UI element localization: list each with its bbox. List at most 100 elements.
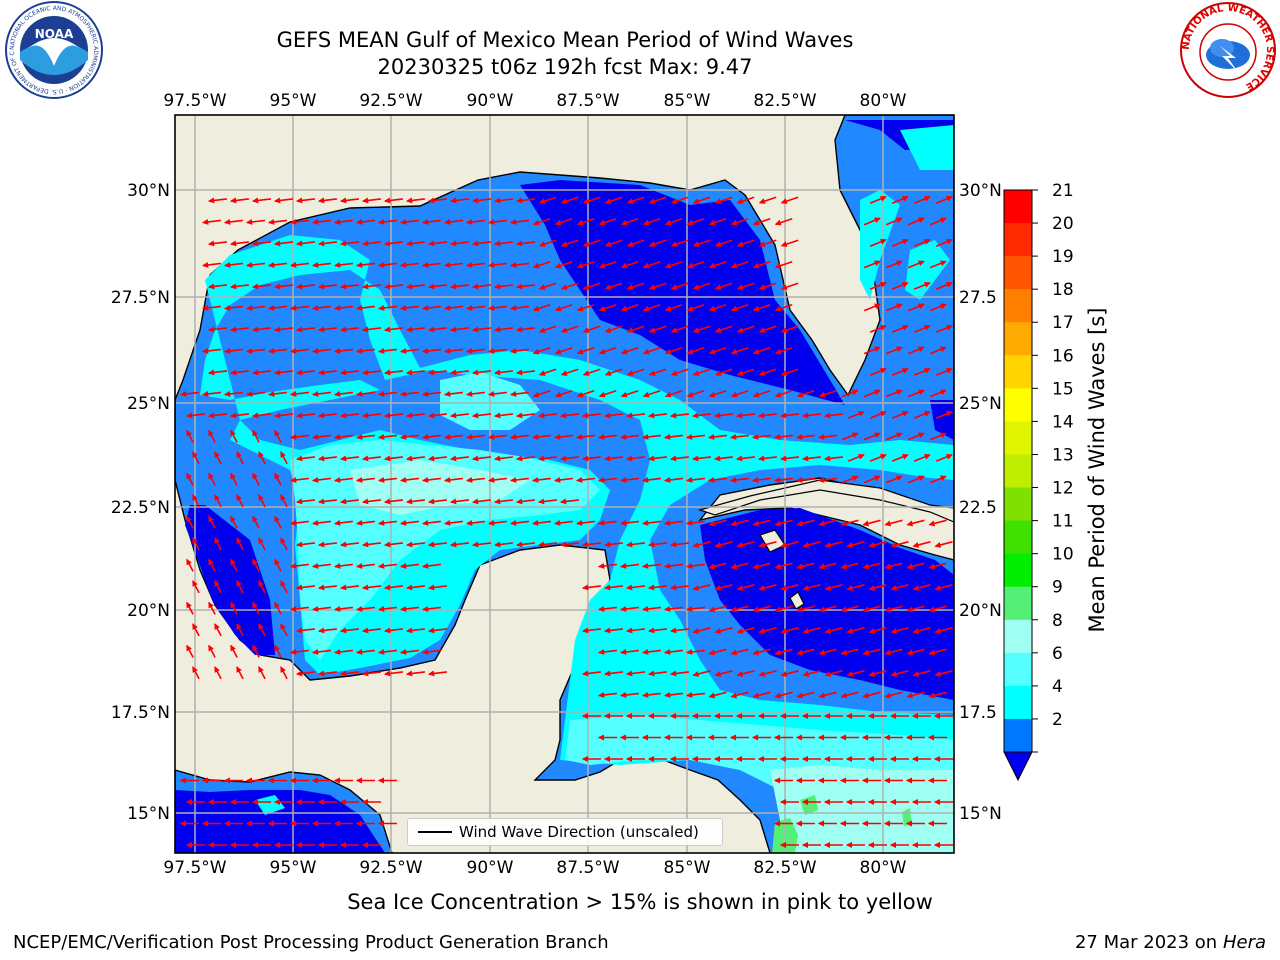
wind-arrow-head <box>928 606 936 613</box>
wind-arrow-head <box>890 670 898 677</box>
wind-arrow-head <box>258 666 264 673</box>
wind-arrow-head <box>537 455 545 462</box>
wind-arrow-head <box>625 670 633 677</box>
wind-arrow-head <box>333 434 341 440</box>
wind-arrow-head <box>619 477 627 483</box>
wind-arrow-head <box>405 455 413 462</box>
wind-arrow-head <box>465 348 473 354</box>
wind-arrow-head <box>902 324 909 331</box>
wind-arrow-head <box>289 262 297 268</box>
wind-arrow-head <box>912 541 920 548</box>
wind-arrow-head <box>576 391 584 398</box>
colorbar-tick-label: 16 <box>1052 346 1074 366</box>
wind-arrow-head <box>752 305 760 312</box>
wind-arrow-head <box>708 391 716 398</box>
left-lat-label: 27.5°N <box>111 288 170 308</box>
wind-arrow-head <box>399 477 407 483</box>
wind-arrow-head <box>267 262 275 268</box>
wind-arrow-head <box>736 327 744 333</box>
wind-arrow-head <box>641 692 649 698</box>
wind-arrow-head <box>333 649 341 655</box>
wind-arrow-head <box>208 429 214 437</box>
wind-arrow-head <box>795 777 802 784</box>
wind-arrow-head <box>443 348 451 354</box>
wind-arrow-head <box>918 303 925 310</box>
wind-arrow-head <box>707 734 714 741</box>
wind-arrow-head <box>685 477 693 483</box>
wind-arrow-head <box>884 649 892 656</box>
wind-arrow-head <box>223 219 231 225</box>
wind-arrow-head <box>928 692 936 699</box>
wind-arrow-head <box>714 284 722 290</box>
wind-arrow-head <box>405 197 413 204</box>
wind-arrow-head <box>509 262 517 268</box>
wind-arrow-head <box>273 326 281 333</box>
wind-arrow-head <box>780 670 788 677</box>
wind-arrow-head <box>940 260 947 267</box>
wind-arrow-head <box>840 692 848 699</box>
colorbar-tick-label: 14 <box>1052 412 1074 432</box>
wind-arrow-head <box>443 477 451 483</box>
wind-arrow-head <box>758 284 766 290</box>
wind-arrow-head <box>641 563 649 569</box>
wind-arrow-head <box>597 477 605 483</box>
wind-arrow-head <box>449 369 457 376</box>
wind-arrow-head <box>927 777 934 784</box>
wind-arrow-head <box>714 327 722 333</box>
wind-arrow-head <box>890 627 898 634</box>
wind-arrow-head <box>317 326 325 333</box>
wind-arrow-head <box>625 455 633 462</box>
wind-arrow-head <box>714 370 722 376</box>
wind-arrow-head <box>333 219 341 225</box>
wind-arrow-head <box>493 541 501 548</box>
wind-arrow-head <box>471 326 479 333</box>
wind-arrow-head <box>619 692 627 698</box>
wind-arrow-head <box>289 606 297 612</box>
wind-arrow-head <box>758 584 766 591</box>
wind-arrow-head <box>201 348 209 354</box>
wind-arrow-head <box>780 284 788 290</box>
wind-arrow-head <box>874 303 881 310</box>
wind-arrow-head <box>905 820 912 827</box>
wind-arrow-head <box>252 558 258 566</box>
wind-arrow-head <box>471 369 479 376</box>
wind-arrow-head <box>736 670 744 677</box>
wind-arrow-head <box>730 219 738 226</box>
wind-arrow-head <box>708 262 716 269</box>
wind-arrow-head <box>295 798 302 806</box>
wind-arrow-head <box>774 305 782 312</box>
wind-arrow-head <box>252 515 258 523</box>
wind-arrow-head <box>553 477 561 483</box>
wind-arrow-head <box>383 584 391 591</box>
bottom-lon-label: 92.5°W <box>359 858 422 878</box>
wind-arrow-head <box>421 262 429 268</box>
wind-arrow-head <box>604 284 612 290</box>
wind-arrow-head <box>735 412 743 419</box>
wind-arrow-head <box>214 666 220 673</box>
wind-arrow-head <box>449 541 457 548</box>
wind-arrow-head <box>817 820 824 827</box>
wind-arrow-head <box>421 219 429 225</box>
wind-arrow-head <box>641 606 649 612</box>
wind-arrow-head <box>846 627 854 634</box>
wind-arrow-head <box>186 644 192 652</box>
wind-arrow-head <box>333 820 340 827</box>
wind-arrow-head <box>884 563 892 570</box>
wind-arrow-head <box>493 240 501 247</box>
wind-arrow-head <box>383 627 391 634</box>
wind-arrow-head <box>186 429 192 437</box>
wind-arrow-head <box>736 284 744 290</box>
wind-arrow-head <box>934 541 942 548</box>
wind-arrow-head <box>582 327 590 333</box>
wind-arrow-head <box>758 327 766 333</box>
wind-arrow-head <box>597 692 605 698</box>
wind-arrow-head <box>399 348 407 354</box>
wind-arrow-head <box>274 472 280 480</box>
wind-arrow-head <box>295 197 303 204</box>
wind-arrow-head <box>236 537 242 544</box>
wind-arrow-head <box>581 627 589 634</box>
wind-arrow-head <box>361 584 369 591</box>
wind-arrow-head <box>339 584 347 591</box>
wind-arrow-head <box>560 241 568 247</box>
wind-arrow-head <box>576 305 584 312</box>
